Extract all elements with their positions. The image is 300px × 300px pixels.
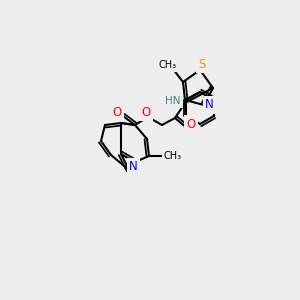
Text: CH₃: CH₃ bbox=[164, 151, 182, 161]
Text: O: O bbox=[112, 106, 122, 118]
Text: O: O bbox=[186, 118, 196, 130]
Text: S: S bbox=[198, 58, 206, 70]
Text: O: O bbox=[141, 106, 151, 118]
Text: CH₃: CH₃ bbox=[159, 60, 177, 70]
Text: HN: HN bbox=[165, 96, 181, 106]
Text: N: N bbox=[205, 98, 213, 112]
Text: N: N bbox=[129, 160, 137, 173]
